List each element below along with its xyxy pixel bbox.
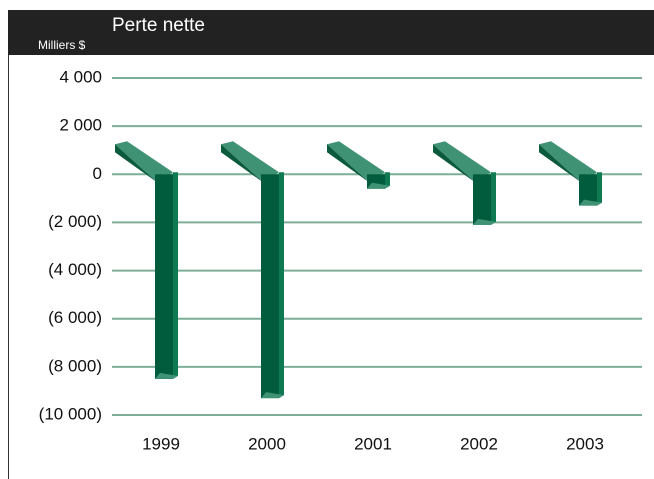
bar — [327, 141, 390, 189]
bar-bottom — [261, 392, 284, 399]
bar — [539, 141, 602, 206]
bar-front — [155, 174, 173, 379]
bar-bottom — [579, 199, 602, 206]
y-tick-label: 0 — [93, 164, 102, 183]
bar — [115, 141, 178, 379]
bar-side — [385, 172, 390, 189]
x-tick-label: 2003 — [566, 434, 604, 453]
x-tick-label: 1999 — [142, 434, 180, 453]
bar-front — [261, 174, 279, 399]
header-band — [8, 10, 654, 55]
bar-side — [597, 172, 602, 206]
y-axis-label: Milliers $ — [38, 38, 86, 52]
y-tick-label: (2 000) — [48, 212, 102, 231]
bar-side — [173, 172, 178, 379]
bar-bottom — [367, 182, 390, 189]
y-tick-label: (8 000) — [48, 356, 102, 375]
y-tick-label: 2 000 — [59, 116, 102, 135]
y-tick-label: (10 000) — [39, 404, 102, 423]
bar-front — [579, 174, 597, 206]
bar-slab-edge — [433, 144, 475, 183]
y-tick-label: 4 000 — [59, 67, 102, 86]
bar — [221, 141, 284, 399]
bar-top-slab — [327, 141, 385, 183]
chart-title: Perte nette — [112, 15, 205, 36]
bar-bottom — [155, 372, 178, 379]
bar-top-slab — [539, 141, 597, 183]
bar-slab-edge — [221, 144, 263, 183]
y-tick-label: (6 000) — [48, 308, 102, 327]
bar-bottom — [473, 218, 496, 225]
bar-slab-edge — [327, 144, 369, 183]
x-tick-label: 2001 — [354, 434, 392, 453]
bar-side — [491, 172, 496, 225]
x-tick-label: 2002 — [460, 434, 498, 453]
bar-slab-edge — [115, 144, 157, 183]
x-tick-label: 2000 — [248, 434, 286, 453]
bar-front — [473, 174, 491, 225]
bar — [433, 141, 496, 225]
bar-slab-edge — [539, 144, 581, 183]
bar-top-slab — [221, 141, 279, 183]
bar-side — [279, 172, 284, 399]
bar-top-slab — [433, 141, 491, 183]
y-tick-label: (4 000) — [48, 260, 102, 279]
bar-top-slab — [115, 141, 173, 183]
